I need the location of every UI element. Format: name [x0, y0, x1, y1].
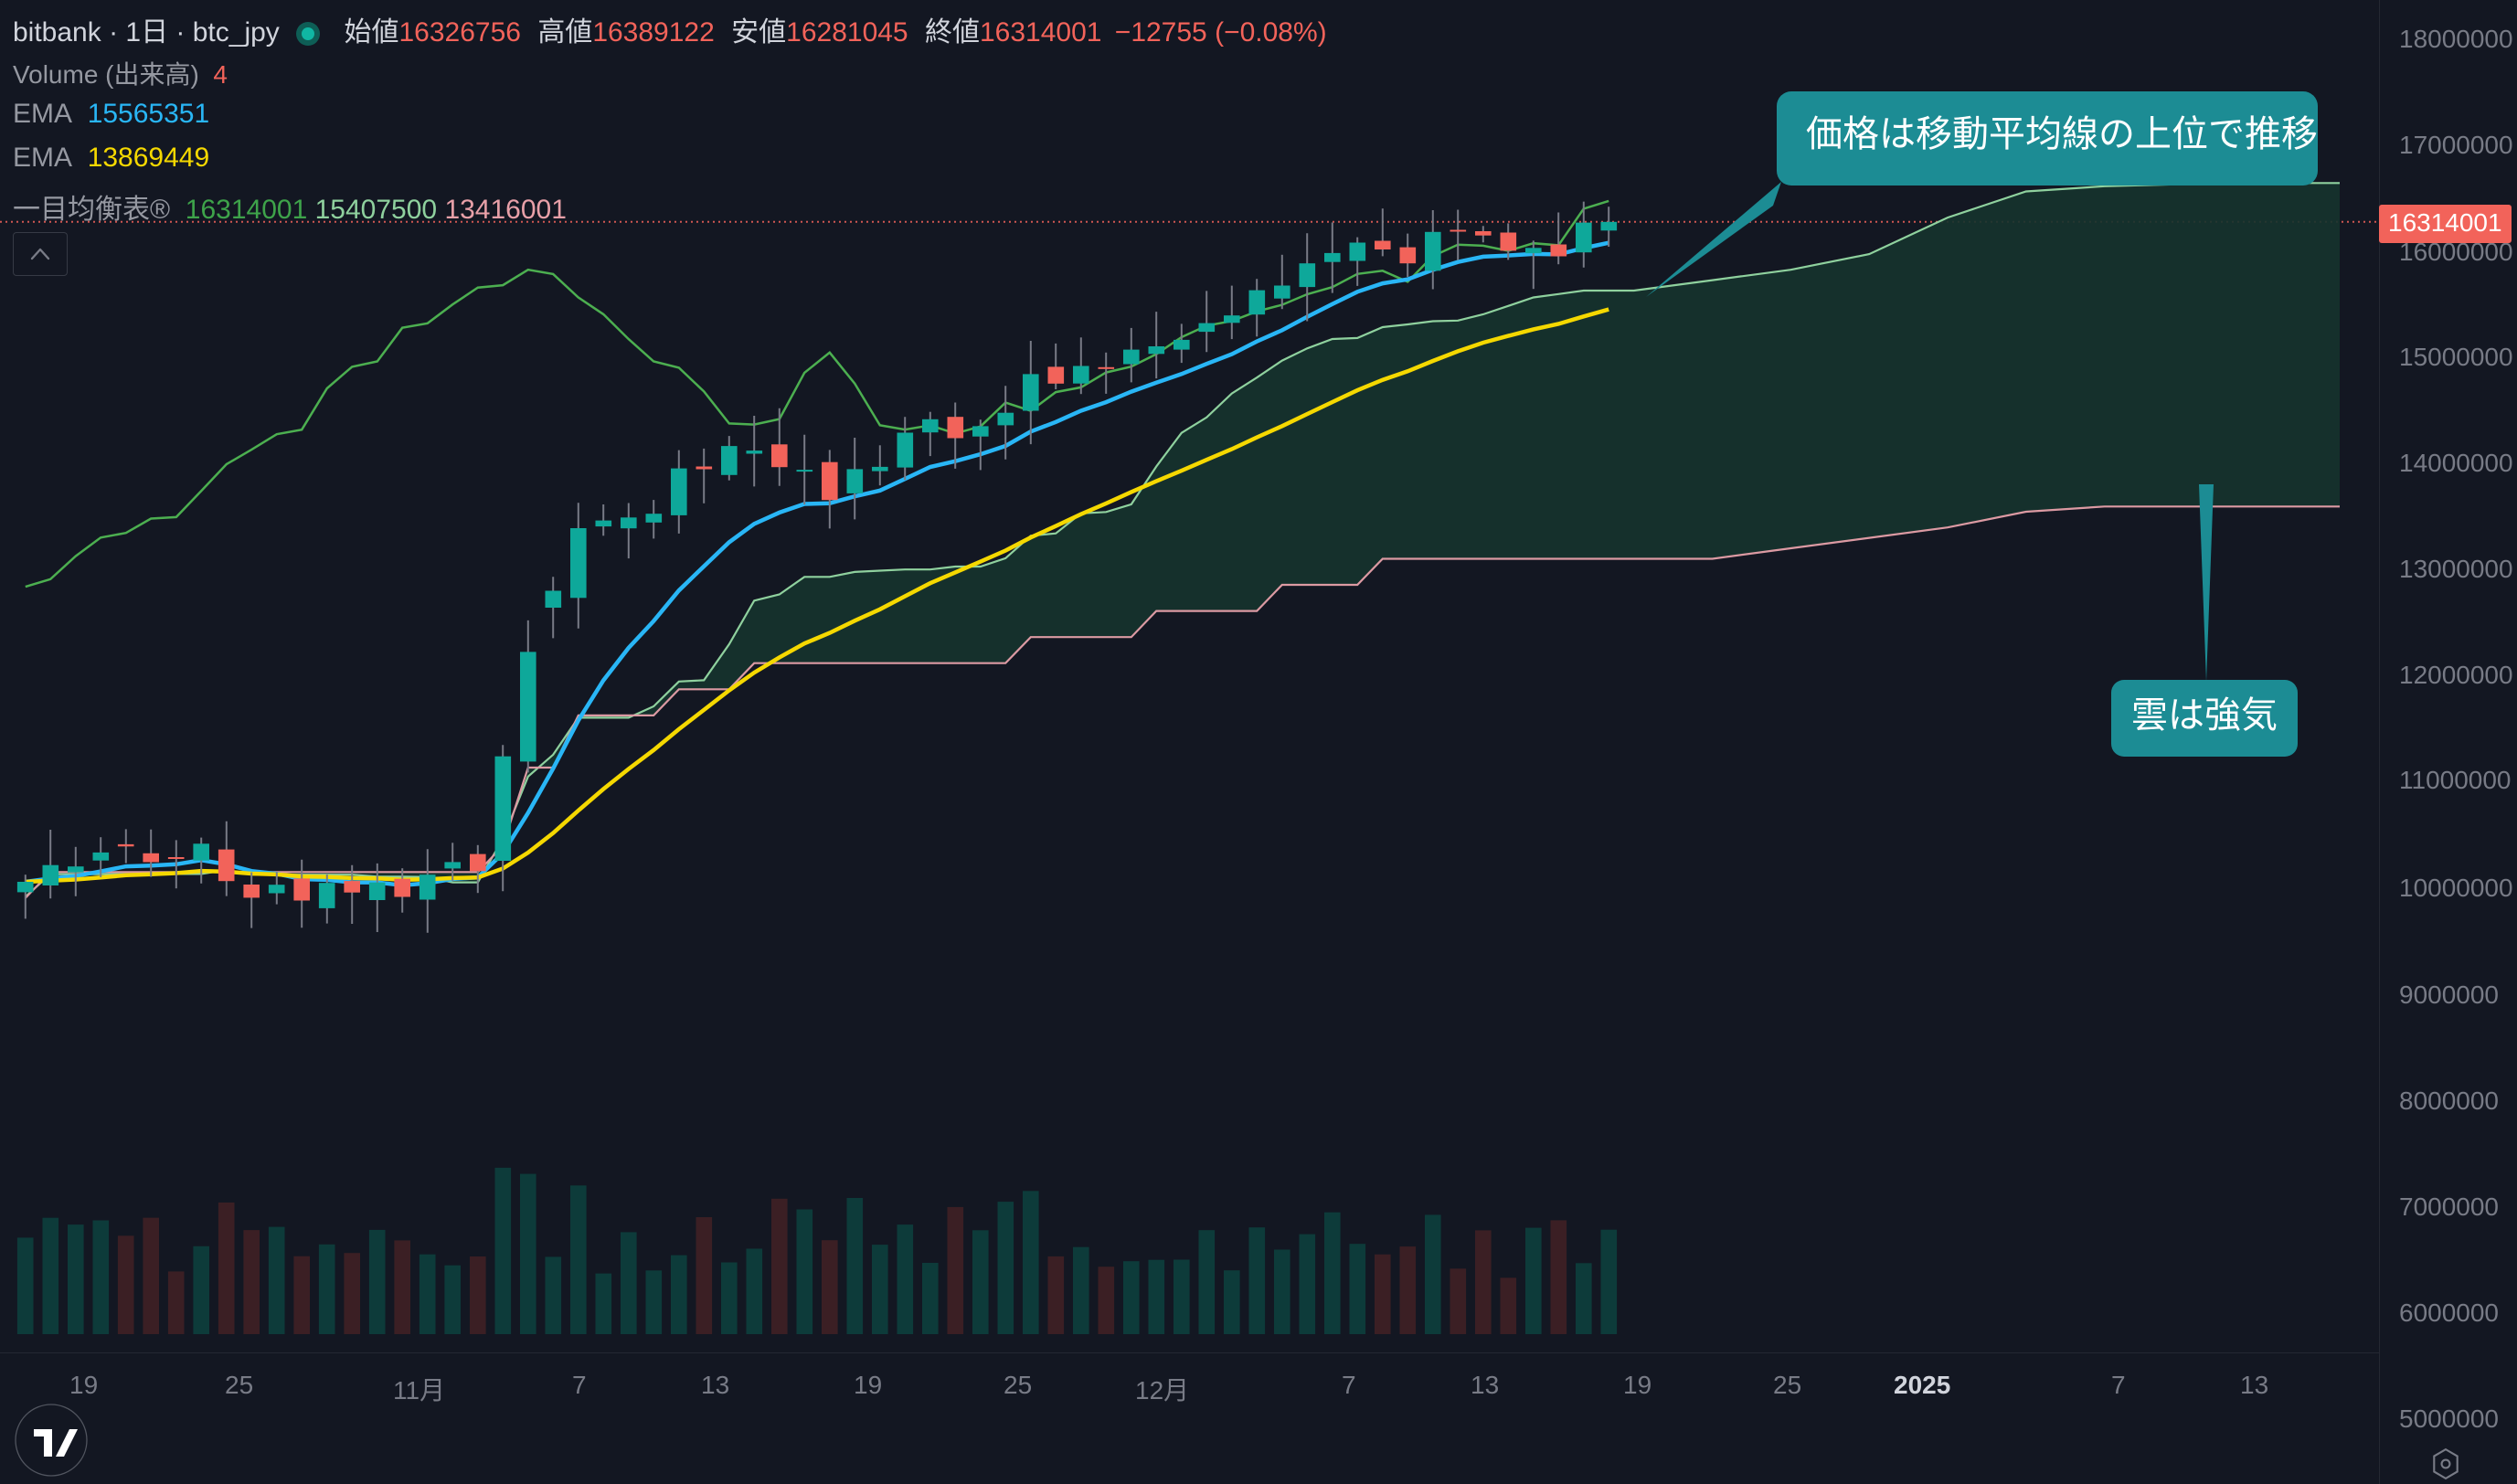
- svg-text:雲は強気: 雲は強気: [2131, 695, 2278, 736]
- svg-text:価格は移動平均線の上位で推移: 価格は移動平均線の上位で推移: [1806, 114, 2318, 154]
